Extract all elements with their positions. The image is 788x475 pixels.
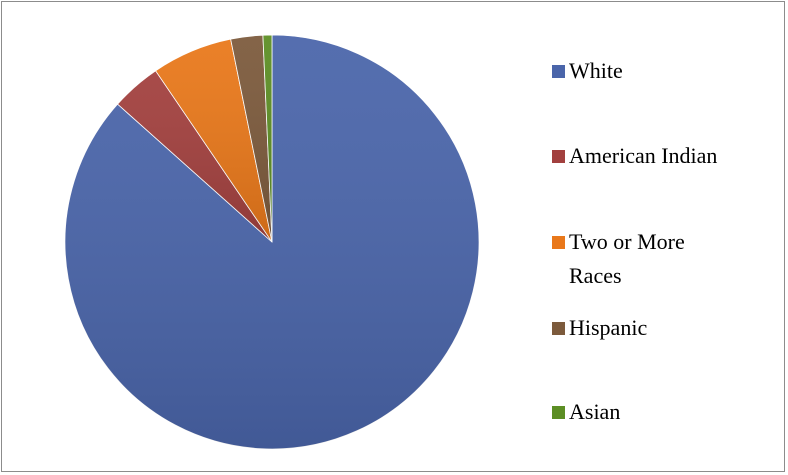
legend-item-white: White (552, 54, 774, 88)
legend-label: Two or More Races (569, 229, 685, 288)
legend-item-asian: Asian (552, 395, 774, 429)
legend-item-hispanic: Hispanic (552, 311, 774, 345)
legend-swatch (552, 406, 565, 419)
legend-item-american-indian: American Indian (552, 139, 774, 173)
legend-swatch (552, 322, 565, 335)
legend: White American Indian Two or More Races Hisp… (552, 2, 782, 473)
legend-swatch (552, 65, 565, 78)
legend-swatch (552, 236, 565, 249)
pie-chart (64, 34, 480, 450)
pie-slices (64, 34, 480, 450)
legend-label: Asian (569, 399, 621, 424)
legend-item-two-or-more-races: Two or More Races (552, 225, 774, 293)
legend-label: White (569, 58, 623, 83)
legend-swatch (552, 150, 565, 163)
legend-label: American Indian (569, 143, 718, 168)
legend-label: Hispanic (569, 315, 648, 340)
